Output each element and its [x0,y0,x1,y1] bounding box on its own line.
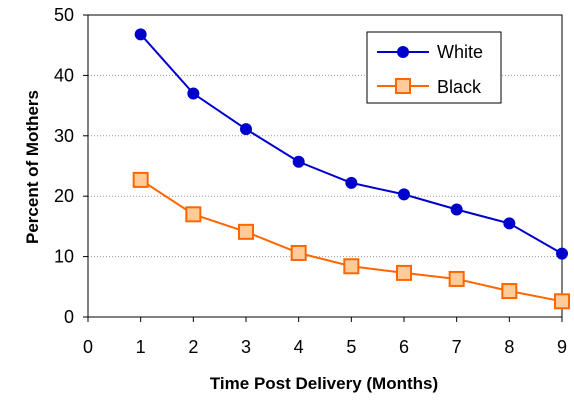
data-point-black [448,270,465,287]
legend-label-black: Black [437,77,482,97]
data-point-black [554,293,570,310]
x-axis-title: Time Post Delivery (Months) [210,374,438,393]
x-tick-label: 2 [188,337,198,357]
legend: White Black [366,31,502,104]
series-markers [132,28,570,310]
data-point-black [396,264,412,281]
x-axis: 0 1 2 3 4 5 6 7 8 9 [83,317,567,357]
legend-marker-white [397,46,409,58]
y-axis-title: Percent of Mothers [23,90,42,244]
data-point-black [343,258,360,275]
x-tick-label: 5 [346,337,356,357]
data-point-black [132,171,149,188]
y-tick-label: 10 [54,247,74,267]
data-point-white [187,87,200,100]
data-point-white [134,28,147,41]
data-point-black [238,223,254,240]
data-point-white [240,123,252,136]
data-point-black [501,283,518,300]
y-tick-label: 20 [54,186,74,206]
data-point-white [450,203,463,216]
x-tick-label: 6 [399,337,409,357]
data-point-white [292,155,305,168]
data-point-white [503,217,516,230]
data-point-white [556,247,568,260]
x-tick-label: 1 [136,337,146,357]
legend-marker-black [395,78,411,94]
legend-box [366,31,502,104]
x-tick-label: 9 [557,337,567,357]
y-tick-label: 50 [54,5,74,25]
x-tick-label: 0 [83,337,93,357]
x-tick-label: 4 [294,337,304,357]
y-tick-label: 40 [54,65,74,85]
data-point-white [398,188,410,201]
x-tick-label: 3 [241,337,251,357]
y-tick-label: 0 [64,307,74,327]
legend-label-white: White [437,42,483,62]
x-tick-label: 8 [504,337,514,357]
y-axis: 0 10 20 30 40 50 [54,5,88,327]
x-tick-label: 7 [452,337,462,357]
y-tick-label: 30 [54,126,74,146]
data-point-black [185,206,202,223]
series-line-black [140,179,563,303]
data-point-white [345,176,358,189]
plot-frame [87,14,563,318]
data-point-black [290,244,307,261]
